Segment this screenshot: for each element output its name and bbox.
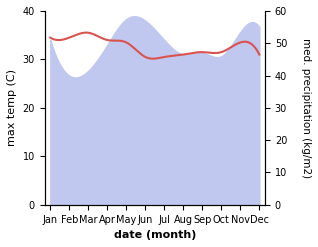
Y-axis label: med. precipitation (kg/m2): med. precipitation (kg/m2) — [301, 38, 311, 178]
Y-axis label: max temp (C): max temp (C) — [7, 69, 17, 146]
X-axis label: date (month): date (month) — [114, 230, 196, 240]
